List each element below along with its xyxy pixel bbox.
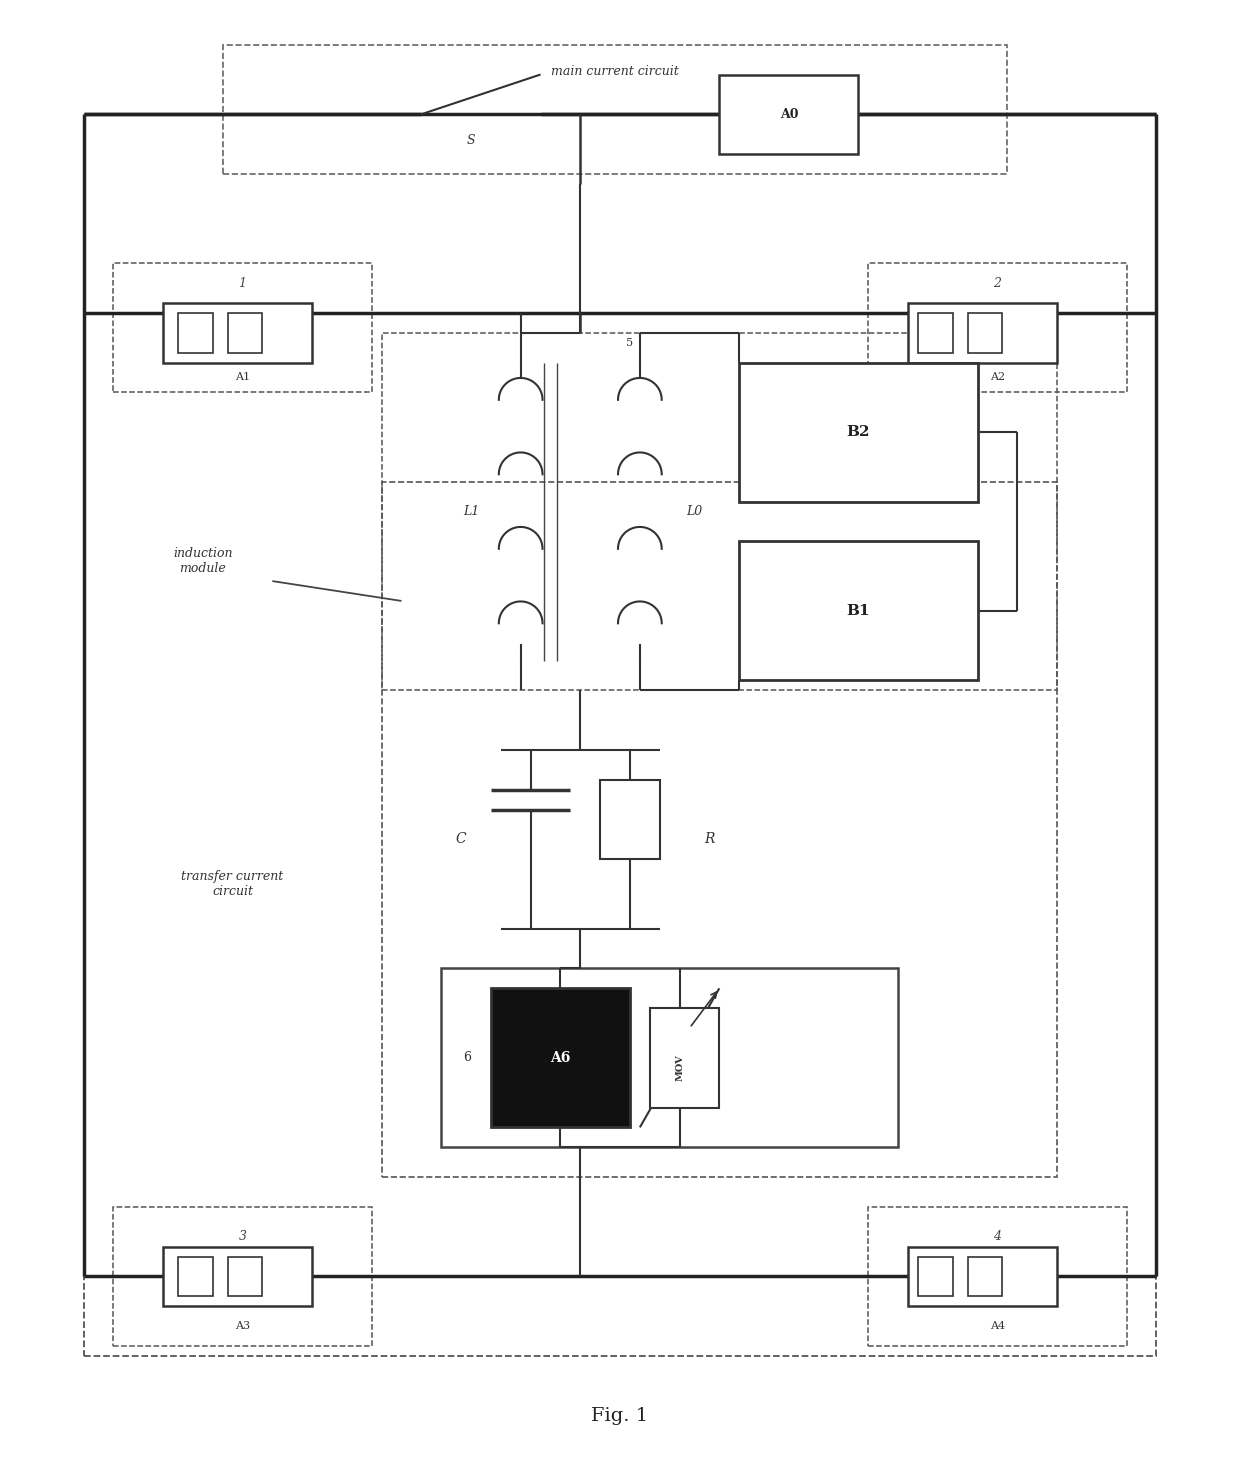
Text: A0: A0 — [780, 108, 799, 121]
Text: B2: B2 — [847, 425, 870, 440]
Text: 3: 3 — [238, 1230, 247, 1243]
Text: 6: 6 — [463, 1051, 471, 1064]
Text: 1: 1 — [238, 277, 247, 290]
Text: A3: A3 — [236, 1322, 250, 1331]
Bar — [83, 114, 1157, 1356]
Bar — [113, 1206, 372, 1345]
Text: A1: A1 — [236, 373, 250, 382]
Bar — [967, 312, 1002, 352]
Bar — [719, 74, 858, 154]
Bar — [164, 1246, 312, 1307]
Bar — [382, 333, 1056, 690]
Text: B1: B1 — [847, 604, 870, 617]
Bar — [967, 1257, 1002, 1296]
Bar — [164, 303, 312, 363]
Text: A2: A2 — [990, 373, 1004, 382]
Bar — [441, 968, 898, 1147]
Text: A6: A6 — [551, 1051, 570, 1064]
Text: MOV: MOV — [675, 1054, 684, 1082]
Bar — [113, 263, 372, 392]
Bar — [228, 1257, 263, 1296]
Text: 5: 5 — [626, 337, 634, 348]
Bar — [739, 542, 977, 681]
Text: main current circuit: main current circuit — [551, 65, 680, 77]
Text: Fig. 1: Fig. 1 — [591, 1407, 649, 1425]
Bar — [918, 1257, 952, 1296]
Text: induction
module: induction module — [174, 548, 233, 576]
Text: R: R — [704, 832, 714, 847]
Bar — [739, 363, 977, 502]
Text: A4: A4 — [990, 1322, 1004, 1331]
Text: S: S — [466, 135, 475, 147]
Bar — [228, 312, 263, 352]
Bar — [908, 303, 1056, 363]
Bar — [179, 1257, 213, 1296]
Text: transfer current
circuit: transfer current circuit — [181, 870, 284, 898]
Bar — [650, 1008, 719, 1107]
Text: 2: 2 — [993, 277, 1002, 290]
Bar — [868, 263, 1127, 392]
Bar — [600, 780, 660, 860]
Bar — [868, 1206, 1127, 1345]
Text: L1: L1 — [463, 505, 479, 518]
Text: C: C — [456, 832, 466, 847]
Bar — [918, 312, 952, 352]
Bar — [179, 312, 213, 352]
Bar — [382, 482, 1056, 1177]
Bar — [491, 989, 630, 1128]
Bar — [908, 1246, 1056, 1307]
Bar — [223, 44, 1007, 173]
Text: L0: L0 — [687, 505, 703, 518]
Text: 4: 4 — [993, 1230, 1002, 1243]
